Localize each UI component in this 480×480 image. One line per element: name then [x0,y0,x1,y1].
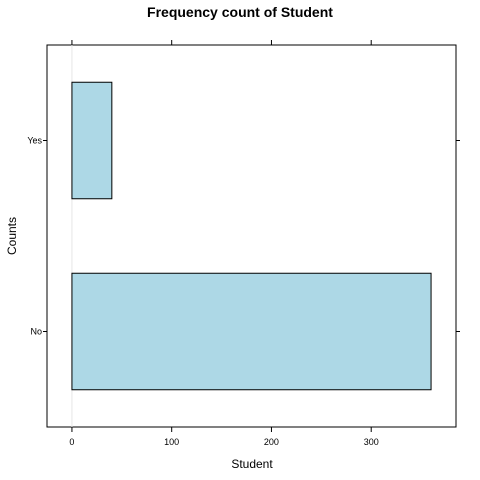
y-tick-label: No [30,327,42,337]
x-tick-label: 100 [164,437,179,447]
chart-title: Frequency count of Student [147,4,333,20]
bars-layer [71,81,432,391]
y-axis-label: Counts [5,217,19,255]
x-tick-label: 200 [264,437,279,447]
x-axis-label: Student [231,457,273,471]
plot-frame [46,44,457,428]
y-tick-label: Yes [27,136,42,146]
x-tick-label: 0 [69,437,74,447]
x-axis: 0 100 200 300 [69,40,379,447]
x-tick-label: 300 [364,437,379,447]
bar-no [71,272,432,391]
bar-yes [71,81,113,200]
y-axis: No Yes [27,136,460,337]
